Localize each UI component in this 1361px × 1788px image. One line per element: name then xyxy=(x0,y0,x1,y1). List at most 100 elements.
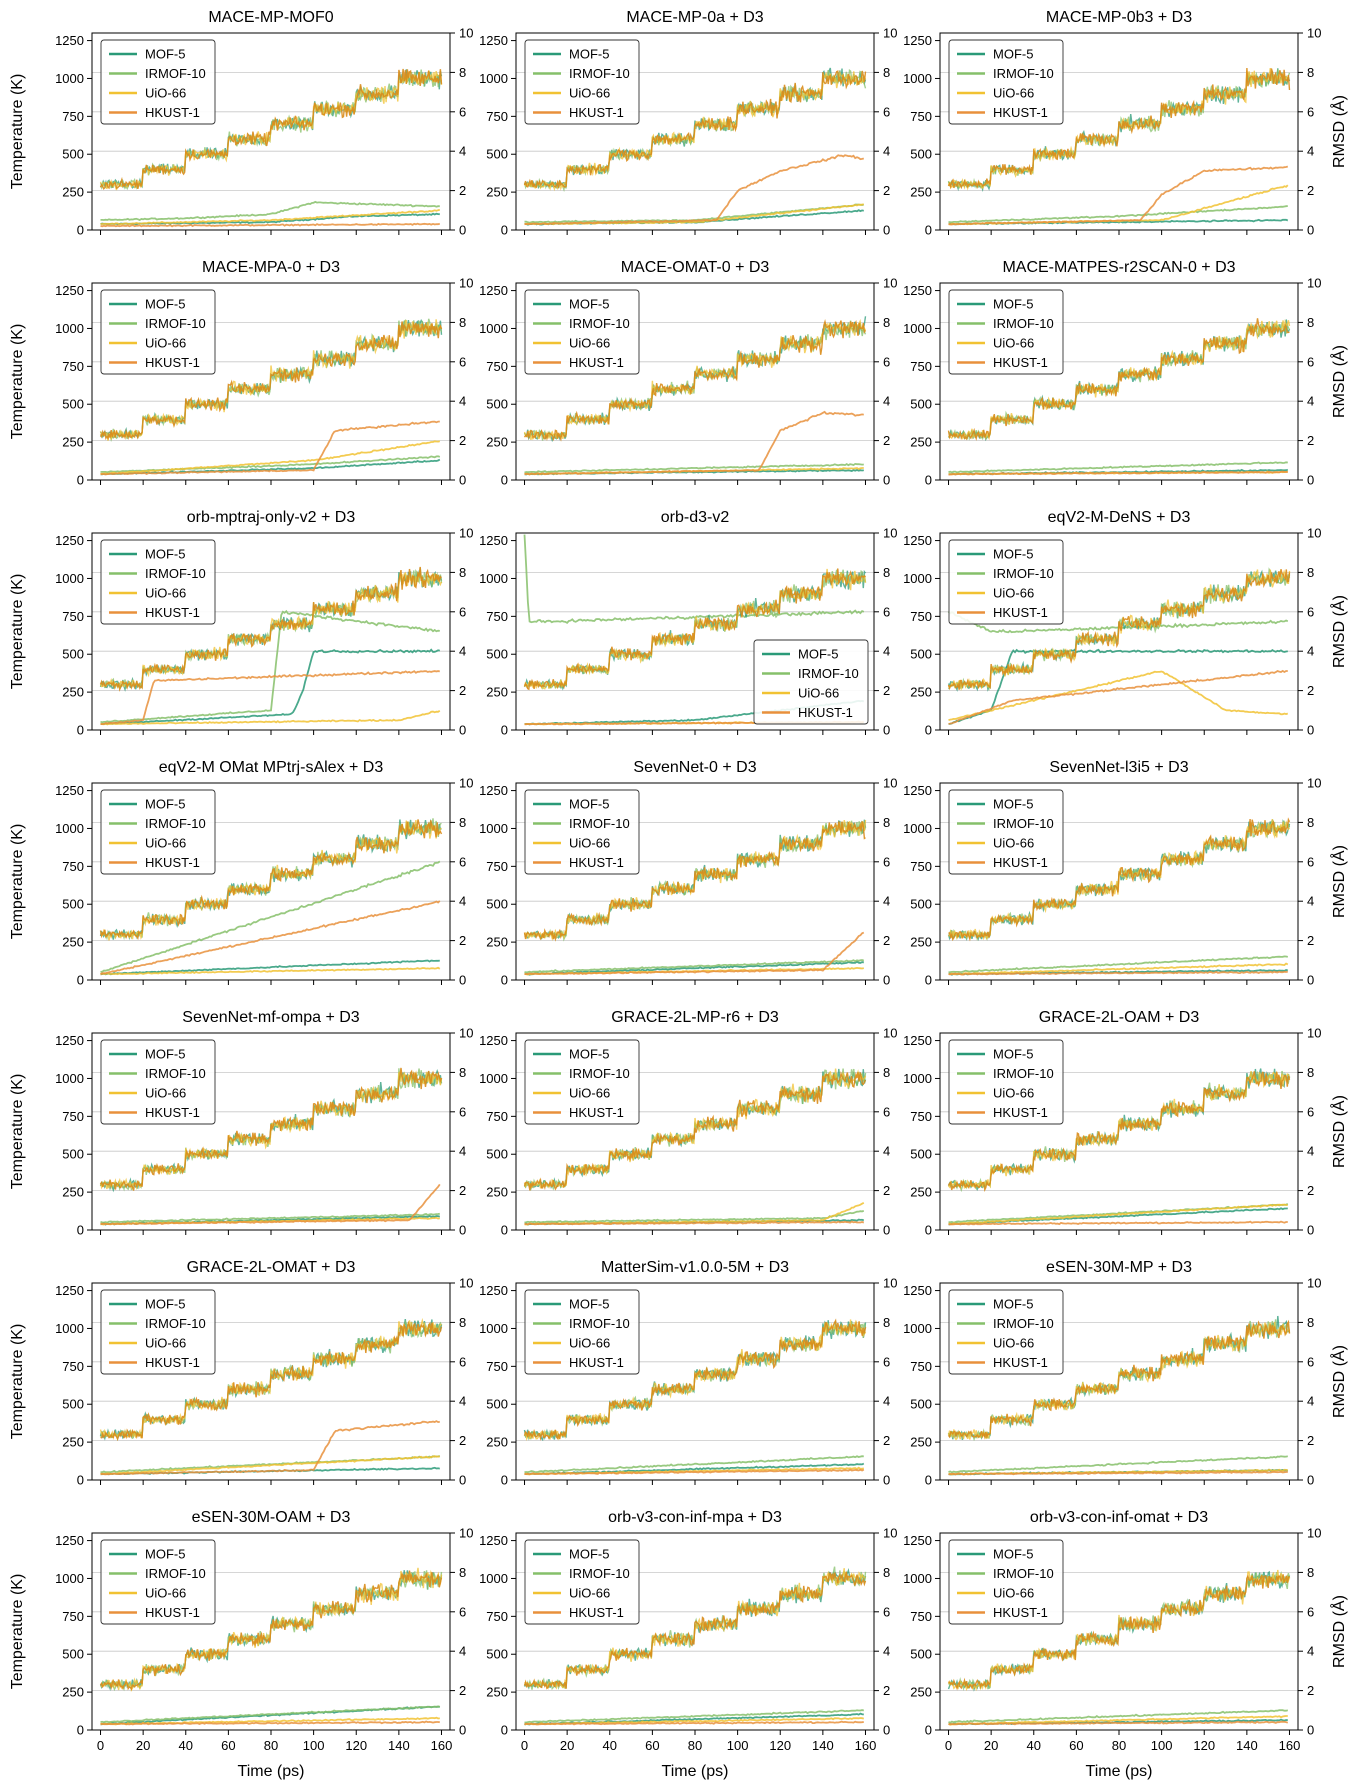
legend-label: UiO-66 xyxy=(798,686,839,701)
legend-label: IRMOF-10 xyxy=(569,1566,630,1581)
right-tick-label: 2 xyxy=(1307,1433,1314,1448)
x-tick-label: 20 xyxy=(984,1738,998,1753)
left-tick-label: 1250 xyxy=(903,1533,932,1548)
rmsd-series-uio-66 xyxy=(948,184,1289,226)
right-tick-label: 10 xyxy=(883,526,897,541)
right-tick-label: 10 xyxy=(459,276,473,291)
legend-label: IRMOF-10 xyxy=(569,316,630,331)
rmsd-series-uio-66 xyxy=(100,440,441,475)
legend-label: HKUST-1 xyxy=(993,1105,1048,1120)
x-tick-label: 140 xyxy=(812,1738,834,1753)
right-tick-label: 2 xyxy=(459,183,466,198)
left-tick-label: 1250 xyxy=(903,1033,932,1048)
right-tick-label: 8 xyxy=(1307,1315,1314,1330)
subplot-title: GRACE-2L-OAM + D3 xyxy=(1039,1009,1200,1026)
legend-label: HKUST-1 xyxy=(993,355,1048,370)
legend: MOF-5 IRMOF-10 UiO-66 HKUST-1 xyxy=(100,789,216,875)
left-tick-label: 500 xyxy=(486,897,508,912)
legend-label: MOF-5 xyxy=(145,1547,185,1562)
legend-label: IRMOF-10 xyxy=(145,816,206,831)
legend-label: UiO-66 xyxy=(993,336,1034,351)
rmsd-series-irmof-10 xyxy=(948,1455,1288,1474)
legend-label: MOF-5 xyxy=(145,297,185,312)
temperature-trace xyxy=(947,318,1290,441)
rmsd-series-uio-66 xyxy=(948,962,1289,976)
subplot-title: eqV2-M-DeNS + D3 xyxy=(1048,509,1191,526)
legend: MOF-5 IRMOF-10 UiO-66 HKUST-1 xyxy=(948,1539,1064,1625)
x-tick-label: 100 xyxy=(1151,1738,1173,1753)
left-tick-label: 750 xyxy=(62,1359,84,1374)
right-tick-label: 2 xyxy=(883,683,890,698)
right-tick-label: 4 xyxy=(883,1644,890,1659)
left-tick-label: 1250 xyxy=(903,783,932,798)
left-tick-label: 250 xyxy=(910,935,932,950)
legend: MOF-5 IRMOF-10 UiO-66 HKUST-1 xyxy=(948,789,1064,875)
subplot-18: eSEN-30M-MP + D3 0 250 500 750 1000 1250 0 2 4 6 8 1… xyxy=(903,1259,1348,1488)
right-tick-label: 2 xyxy=(1307,1683,1314,1698)
right-tick-label: 8 xyxy=(1307,565,1314,580)
right-tick-label: 0 xyxy=(459,223,466,238)
left-tick-label: 1250 xyxy=(55,1283,84,1298)
right-tick-label: 4 xyxy=(1307,394,1314,409)
right-tick-label: 4 xyxy=(459,1644,466,1659)
left-tick-label: 250 xyxy=(486,935,508,950)
right-tick-label: 6 xyxy=(883,604,890,619)
rmsd-series-hkust-1 xyxy=(948,1720,1289,1726)
left-tick-label: 1000 xyxy=(903,1071,932,1086)
legend: MOF-5 IRMOF-10 UiO-66 HKUST-1 xyxy=(524,1539,640,1625)
subplot-title: eSEN-30M-OAM + D3 xyxy=(192,1509,351,1526)
legend-box xyxy=(753,639,869,725)
rmsd-series-hkust-1 xyxy=(524,1220,865,1226)
legend: MOF-5 IRMOF-10 UiO-66 HKUST-1 xyxy=(753,639,869,725)
left-tick-label: 1250 xyxy=(479,783,508,798)
legend: MOF-5 IRMOF-10 UiO-66 HKUST-1 xyxy=(100,539,216,625)
left-tick-label: 750 xyxy=(910,1109,932,1124)
rmsd-series-irmof-10 xyxy=(524,1209,865,1224)
y-axis-label-left: Temperature (K) xyxy=(9,824,26,940)
left-tick-label: 1000 xyxy=(479,821,508,836)
left-tick-label: 750 xyxy=(910,1359,932,1374)
right-tick-label: 0 xyxy=(459,1723,466,1738)
right-tick-label: 4 xyxy=(459,1394,466,1409)
left-tick-label: 500 xyxy=(910,1147,932,1162)
y-axis-label-right: RMSD (Å) xyxy=(1329,345,1348,418)
legend-label: UiO-66 xyxy=(569,1586,610,1601)
rmsd-series-hkust-1 xyxy=(524,1720,864,1726)
temperature-trace xyxy=(523,70,867,189)
legend-box xyxy=(948,39,1064,125)
legend-box xyxy=(100,789,216,875)
right-tick-label: 8 xyxy=(883,1065,890,1080)
right-tick-label: 4 xyxy=(1307,144,1314,159)
legend-label: IRMOF-10 xyxy=(145,316,206,331)
right-tick-label: 2 xyxy=(1307,433,1314,448)
right-tick-label: 10 xyxy=(459,776,473,791)
x-tick-label: 40 xyxy=(603,1738,617,1753)
right-tick-label: 2 xyxy=(1307,933,1314,948)
legend-label: UiO-66 xyxy=(569,86,610,101)
subplot-title: SevenNet-mf-ompa + D3 xyxy=(182,1009,360,1026)
left-tick-label: 0 xyxy=(925,1223,932,1238)
left-tick-label: 1000 xyxy=(903,821,932,836)
temperature-trace xyxy=(947,1070,1291,1190)
legend-label: MOF-5 xyxy=(798,647,838,662)
right-tick-label: 10 xyxy=(1307,1526,1321,1541)
legend-label: UiO-66 xyxy=(993,1336,1034,1351)
legend: MOF-5 IRMOF-10 UiO-66 HKUST-1 xyxy=(100,1539,216,1625)
legend-label: IRMOF-10 xyxy=(569,1316,630,1331)
legend-box xyxy=(100,1289,216,1375)
left-tick-label: 1250 xyxy=(55,283,84,298)
left-tick-label: 250 xyxy=(910,685,932,700)
rmsd-series-hkust-1 xyxy=(100,1720,440,1726)
left-tick-label: 250 xyxy=(62,1435,84,1450)
legend-label: IRMOF-10 xyxy=(145,566,206,581)
right-tick-label: 8 xyxy=(883,565,890,580)
right-tick-label: 2 xyxy=(883,1683,890,1698)
subplot-title: eqV2-M OMat MPtrj-sAlex + D3 xyxy=(159,759,384,776)
left-tick-label: 1250 xyxy=(479,1533,508,1548)
left-tick-label: 1000 xyxy=(903,321,932,336)
subplot-16: GRACE-2L-OMAT + D3 0 250 500 750 1000 1250 0 2 4 6… xyxy=(9,1259,473,1488)
right-tick-label: 4 xyxy=(459,394,466,409)
rmsd-series-hkust-1 xyxy=(948,970,1289,976)
left-tick-label: 500 xyxy=(62,397,84,412)
